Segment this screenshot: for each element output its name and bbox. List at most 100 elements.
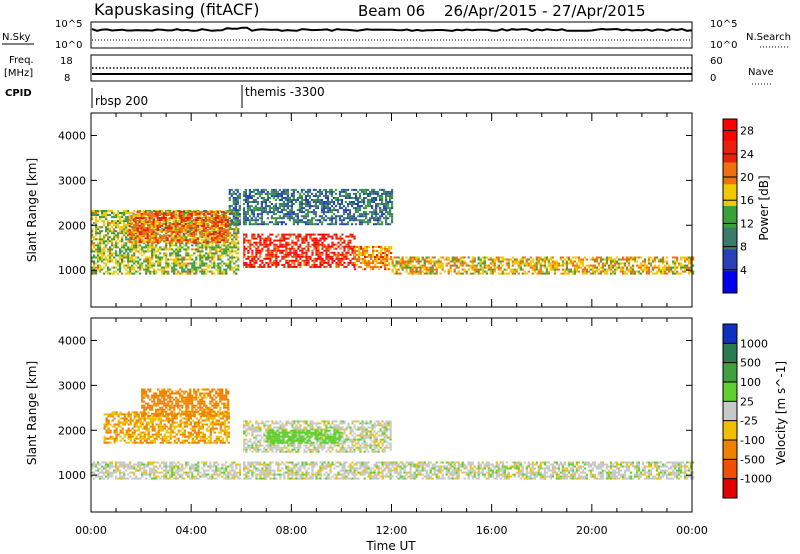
echo-cell xyxy=(200,217,203,219)
echo-cell xyxy=(281,243,284,246)
echo-cell xyxy=(283,249,286,252)
echo-cell xyxy=(388,262,391,265)
echo-cell xyxy=(115,467,118,470)
echo-cell xyxy=(254,223,257,226)
echo-cell xyxy=(290,188,293,191)
y-tick-label: 1000 xyxy=(58,264,86,277)
echo-cell xyxy=(312,213,316,216)
echo-cell xyxy=(150,214,153,217)
echo-cell xyxy=(332,201,336,203)
echo-cell xyxy=(264,211,267,214)
echo-cell xyxy=(244,215,247,218)
echo-cell xyxy=(117,262,120,265)
echo-cell xyxy=(237,242,240,245)
echo-cell xyxy=(277,239,280,242)
echo-cell xyxy=(437,258,440,261)
echo-cell xyxy=(130,231,133,234)
echo-cell xyxy=(378,245,381,248)
echo-cell xyxy=(95,256,98,259)
echo-cell xyxy=(109,224,112,227)
echo-cell xyxy=(243,261,246,264)
echo-cell xyxy=(371,215,374,218)
echo-cell xyxy=(327,249,330,252)
echo-cell xyxy=(103,467,106,470)
echo-cell xyxy=(127,260,130,263)
echo-cell xyxy=(205,272,208,275)
echo-cell xyxy=(405,266,408,269)
echo-cell xyxy=(320,221,324,224)
echo-cell xyxy=(132,229,135,232)
echo-cell xyxy=(186,212,189,215)
echo-cell xyxy=(259,249,262,252)
echo-cell xyxy=(135,250,138,253)
echo-cell xyxy=(388,264,391,267)
echo-cell xyxy=(275,253,278,256)
echo-cell xyxy=(688,256,691,259)
echo-cell xyxy=(180,214,183,217)
echo-cell xyxy=(113,252,116,255)
echo-cell xyxy=(205,232,208,235)
echo-cell xyxy=(183,248,186,251)
echo-cell xyxy=(345,255,348,258)
echo-cell xyxy=(334,221,338,224)
echo-cell xyxy=(176,223,179,225)
echo-cell xyxy=(234,209,237,212)
echo-cell xyxy=(286,215,289,218)
echo-cell xyxy=(225,254,228,257)
echo-cell xyxy=(481,270,484,273)
echo-cell xyxy=(338,195,342,197)
echo-cell xyxy=(109,258,112,261)
echo-cell xyxy=(127,270,130,273)
echo-cell xyxy=(390,245,393,248)
echo-cell xyxy=(105,256,108,259)
echo-cell xyxy=(354,199,358,201)
echo-cell xyxy=(142,225,145,227)
echo-cell xyxy=(339,253,342,256)
echo-cell xyxy=(111,248,114,251)
echo-cell xyxy=(204,217,207,219)
echo-cell xyxy=(210,233,213,236)
echo-cell xyxy=(384,256,387,258)
echo-cell xyxy=(127,254,130,257)
echo-cell xyxy=(364,264,367,267)
echo-cell xyxy=(690,270,693,273)
echo-cell xyxy=(419,272,422,275)
echo-cell xyxy=(531,266,534,269)
echo-cell xyxy=(168,227,171,230)
echo-cell xyxy=(171,244,174,247)
echo-cell xyxy=(323,235,326,238)
echo-cell xyxy=(459,256,462,259)
echo-cell xyxy=(380,254,383,256)
echo-cell xyxy=(107,248,110,251)
echo-cell xyxy=(599,256,602,259)
echo-cell xyxy=(205,244,208,247)
echo-cell xyxy=(158,210,161,213)
echo-cell xyxy=(144,229,147,232)
echo-cell xyxy=(199,242,202,245)
cpid-program-0: rbsp 200 xyxy=(95,94,148,108)
echo-cell xyxy=(121,272,124,275)
echo-cell xyxy=(475,264,478,267)
echo-cell xyxy=(127,210,130,212)
echo-cell xyxy=(338,203,342,205)
echo-cell xyxy=(216,217,219,219)
echo-cell xyxy=(403,260,406,263)
echo-cell xyxy=(109,465,112,468)
echo-cell xyxy=(145,234,148,237)
echo-cell xyxy=(143,252,146,255)
echo-cell xyxy=(249,255,252,258)
echo-cell xyxy=(284,197,287,199)
echo-cell xyxy=(217,264,220,267)
echo-cell xyxy=(401,258,404,261)
echo-cell xyxy=(232,192,235,195)
echo-cell xyxy=(162,212,165,215)
echo-cell xyxy=(199,258,202,261)
echo-cell xyxy=(364,262,367,265)
echo-cell xyxy=(227,216,230,219)
echo-cell xyxy=(551,260,554,263)
echo-cell xyxy=(283,253,286,256)
echo-cell xyxy=(267,243,270,246)
echo-cell xyxy=(304,201,308,203)
echo-cell xyxy=(230,195,233,197)
echo-cell xyxy=(111,254,114,257)
